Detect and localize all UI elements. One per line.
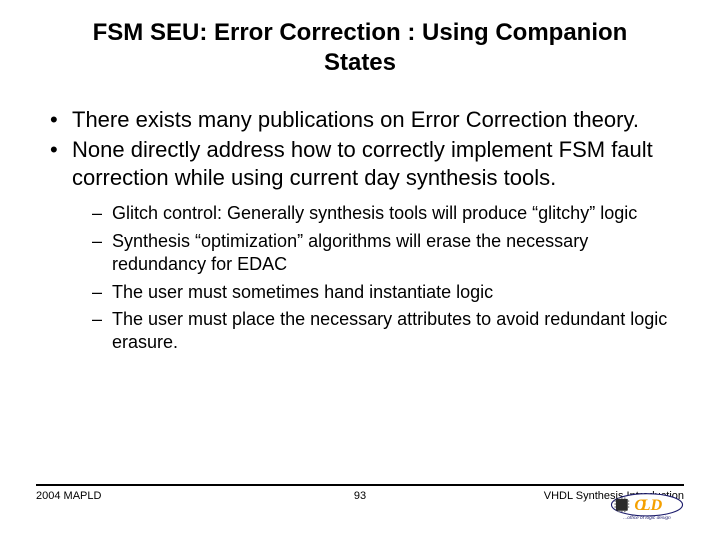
bullet-item: There exists many publications on Error …	[72, 106, 684, 134]
bullet-list-level1: There exists many publications on Error …	[36, 106, 684, 355]
bullet-item-text: None directly address how to correctly i…	[72, 137, 653, 190]
footer-page-number: 93	[252, 490, 468, 502]
chip-icon	[614, 497, 629, 512]
bullet-item: None directly address how to correctly i…	[72, 136, 684, 355]
footer-right: VHDL Synthesis Introduction	[468, 490, 684, 520]
slide-title: FSM SEU: Error Correction : Using Compan…	[80, 18, 640, 78]
bullet-list-level2: Glitch control: Generally synthesis tool…	[72, 202, 684, 354]
logo-tagline: ...office of logic design	[623, 515, 671, 521]
footer-left: 2004 MAPLD	[36, 490, 252, 502]
logo-text-o: O	[634, 495, 646, 514]
old-logo-icon: LD O ...office of logic design	[610, 492, 684, 522]
sub-bullet-item: Glitch control: Generally synthesis tool…	[112, 202, 684, 225]
sub-bullet-item: Synthesis “optimization” algorithms will…	[112, 230, 684, 277]
slide: FSM SEU: Error Correction : Using Compan…	[0, 0, 720, 540]
sub-bullet-item: The user must sometimes hand instantiate…	[112, 281, 684, 304]
sub-bullet-item: The user must place the necessary attrib…	[112, 308, 684, 355]
slide-body: There exists many publications on Error …	[36, 106, 684, 355]
slide-footer: 2004 MAPLD 93 VHDL Synthesis Introductio…	[36, 484, 684, 520]
